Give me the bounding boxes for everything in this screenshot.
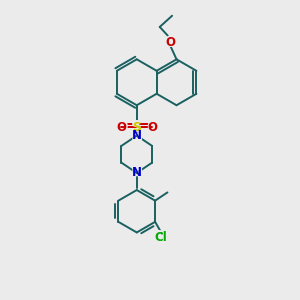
Text: N: N <box>132 129 142 142</box>
Text: S: S <box>131 120 142 135</box>
Text: Cl: Cl <box>152 230 168 245</box>
Text: O: O <box>146 120 158 135</box>
Text: S: S <box>132 121 141 134</box>
Text: O: O <box>147 121 157 134</box>
Text: N: N <box>132 167 142 179</box>
Text: Cl: Cl <box>154 231 167 244</box>
Text: N: N <box>130 166 143 181</box>
Text: O: O <box>164 35 176 50</box>
Text: O: O <box>116 121 126 134</box>
Text: O: O <box>115 120 128 135</box>
Text: O: O <box>165 36 175 49</box>
Text: N: N <box>130 128 143 143</box>
